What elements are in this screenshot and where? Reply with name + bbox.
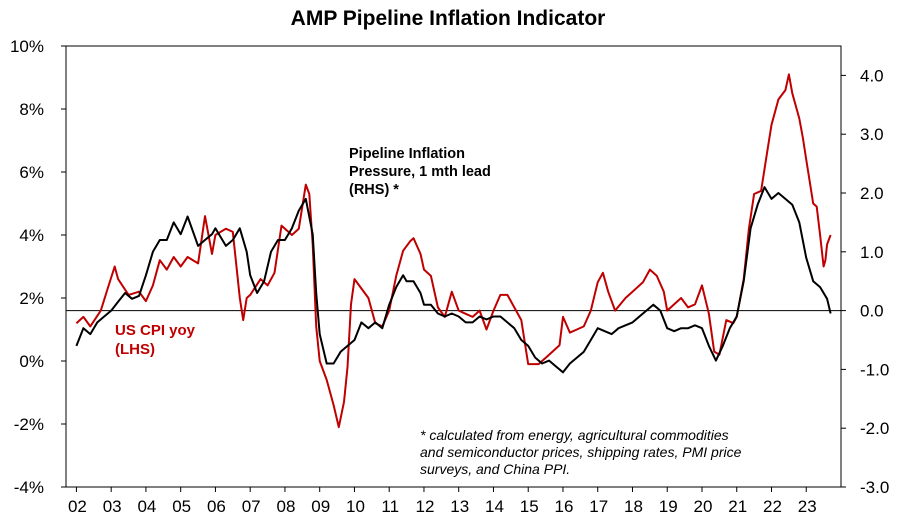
right-tick-label: -2.0 [860,419,889,438]
x-tick-label: 14 [485,497,504,516]
right-tick-label: -1.0 [860,360,889,379]
left-tick-label: 0% [19,352,44,371]
x-tick-label: 03 [103,497,122,516]
left-tick-label: 10% [10,37,44,56]
x-tick-label: 15 [520,497,539,516]
left-tick-label: -2% [14,415,44,434]
footnote-line: * calculated from energy, agricultural c… [420,427,729,443]
chart-title: AMP Pipeline Inflation Indicator [291,7,606,30]
x-tick-label: 16 [555,497,574,516]
left-tick-label: 4% [19,226,44,245]
x-tick-label: 09 [311,497,330,516]
x-tick-label: 13 [450,497,469,516]
left-tick-label: 6% [19,163,44,182]
left-tick-label: 8% [19,100,44,119]
left-tick-label: -4% [14,478,44,497]
x-tick-label: 23 [798,497,817,516]
x-tick-label: 04 [137,497,156,516]
x-tick-label: 07 [242,497,261,516]
x-tick-label: 21 [728,497,747,516]
right-tick-label: 1.0 [860,243,884,262]
left-tick-label: 2% [19,289,44,308]
x-tick-label: 11 [381,497,399,516]
footnote-line: and semiconductor prices, shipping rates… [420,444,742,460]
right-tick-label: 2.0 [860,184,884,203]
cpi-label: US CPI yoy (LHS) [115,322,199,358]
right-tick-label: 4.0 [860,66,884,85]
cpi-label-line: US CPI yoy [115,322,196,339]
x-tick-label: 20 [694,497,713,516]
x-tick-label: 17 [589,497,608,516]
plot-frame [65,45,842,488]
pipeline-label: Pipeline Inflation Pressure, 1 mth lead … [349,146,495,198]
x-axis-ticks: 02 03 04 05 06 07 08 09 10 11 12 13 14 15 16 17 18 19 20 21… [68,487,817,516]
x-tick-label: 18 [624,497,643,516]
series-line-us-cpi [75,73,832,429]
right-axis-ticks: 4.0 3.0 2.0 1.0 0.0 -1.0 -2.0 -3.0 [841,66,889,497]
x-tick-label: 02 [68,497,87,516]
pipeline-label-line: Pipeline Inflation [349,146,465,162]
x-tick-label: 08 [276,497,295,516]
x-tick-label: 06 [207,497,226,516]
x-tick-label: 10 [346,497,365,516]
pipeline-label-line: (RHS) * [349,182,399,198]
right-tick-label: 0.0 [860,302,884,321]
footnote-line: surveys, and China PPI. [420,461,570,477]
x-tick-label: 05 [172,497,191,516]
cpi-label-line: (LHS) [115,341,155,358]
footnote: * calculated from energy, agricultural c… [420,427,745,477]
pipeline-label-line: Pressure, 1 mth lead [349,164,491,180]
right-tick-label: -3.0 [860,478,889,497]
right-tick-label: 3.0 [860,125,884,144]
x-tick-label: 22 [763,497,782,516]
left-axis-ticks: 10% 8% 6% 4% 2% 0% -2% -4% [10,37,66,497]
series-line-pipeline [75,186,832,374]
x-tick-label: 19 [659,497,678,516]
x-tick-label: 12 [415,497,434,516]
